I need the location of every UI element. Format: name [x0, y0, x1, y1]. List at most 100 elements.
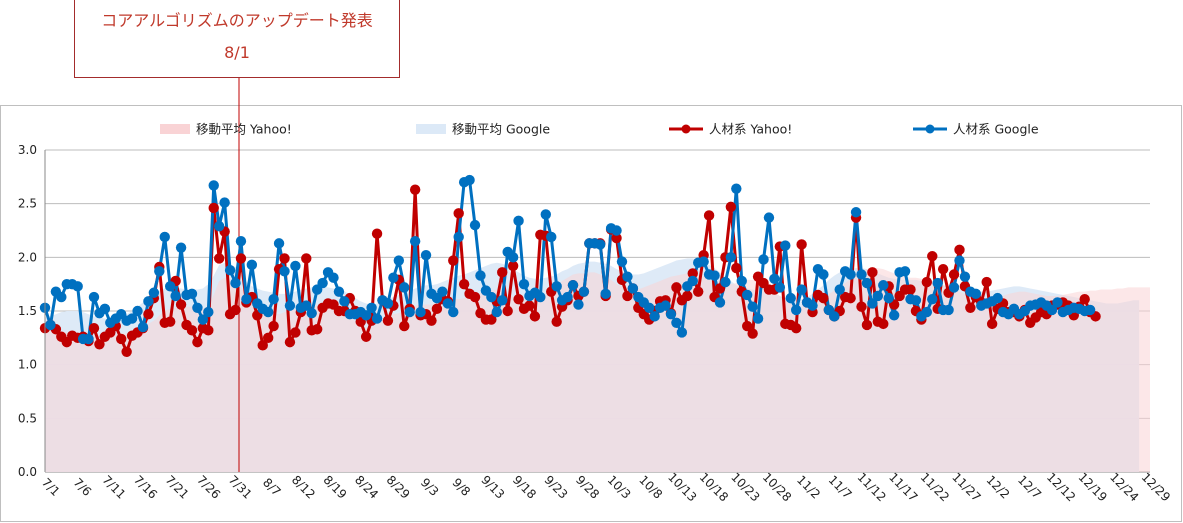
y-tick-label: 3.0: [18, 143, 37, 157]
data-point-google: [834, 284, 845, 295]
data-point-google: [535, 291, 546, 303]
data-point-google: [360, 310, 372, 321]
data-point-google: [616, 256, 628, 267]
data-point-google: [622, 271, 633, 282]
data-point-yahoo: [143, 309, 154, 320]
data-point-google: [507, 252, 519, 263]
data-point-yahoo: [1079, 293, 1090, 305]
data-point-google: [790, 304, 802, 316]
data-point-yahoo: [954, 244, 965, 256]
data-point-google: [845, 269, 856, 280]
data-point-google: [88, 291, 100, 303]
data-point-google: [878, 280, 889, 291]
data-point-google: [709, 270, 720, 281]
y-tick-label: 1.5: [18, 304, 37, 318]
data-point-google: [448, 306, 459, 318]
data-point-google: [224, 265, 236, 276]
data-point-yahoo: [687, 268, 698, 279]
data-point-google: [883, 292, 894, 304]
legend-swatch-moving-average-yahoo: [160, 124, 190, 134]
data-point-yahoo: [693, 286, 704, 297]
data-point-google: [148, 287, 160, 298]
data-point-yahoo: [399, 320, 410, 332]
data-point-google: [660, 300, 671, 311]
data-point-google: [698, 256, 709, 267]
y-tick-label: 1.0: [18, 358, 37, 372]
data-point-yahoo: [861, 319, 873, 331]
data-point-google: [186, 288, 198, 300]
data-point-yahoo: [921, 276, 933, 288]
data-point-google: [279, 266, 290, 277]
data-point-google: [393, 255, 405, 266]
data-point-google: [491, 306, 502, 318]
data-point-google: [954, 255, 965, 266]
data-point-google: [600, 288, 611, 300]
data-point-google: [1046, 304, 1058, 316]
data-point-google: [829, 311, 840, 322]
data-point-google: [333, 286, 345, 297]
data-point-yahoo: [116, 333, 127, 345]
legend-label-yahoo: 人材系 Yahoo!: [709, 122, 792, 137]
data-point-google: [551, 281, 562, 292]
data-point-google: [676, 327, 688, 338]
data-point-google: [948, 282, 960, 293]
data-point-yahoo: [235, 253, 247, 264]
data-point-yahoo: [731, 262, 742, 274]
data-point-google: [203, 306, 214, 318]
data-point-google: [1052, 297, 1063, 308]
data-point-google: [404, 306, 415, 318]
data-point-google: [290, 260, 301, 272]
legend: 移動平均 Yahoo! 移動平均 Google 人材系 Yahoo! 人材系 Goog…: [160, 122, 1039, 137]
data-point-google: [921, 306, 933, 318]
data-point-google: [442, 298, 454, 309]
data-point-yahoo: [175, 299, 187, 310]
data-point-google: [469, 219, 481, 231]
data-point-google: [241, 293, 252, 305]
data-point-google: [818, 269, 829, 280]
data-point-google: [518, 278, 530, 290]
data-point-yahoo: [790, 322, 802, 334]
data-point-yahoo: [703, 210, 715, 221]
data-point-google: [861, 277, 873, 289]
data-point-google: [741, 289, 753, 301]
data-point-google: [872, 290, 884, 302]
data-point-yahoo: [192, 336, 203, 348]
data-point-yahoo: [230, 304, 241, 316]
data-point-google: [164, 281, 176, 292]
data-point-google: [317, 277, 328, 289]
data-point-google: [388, 272, 399, 283]
data-point-yahoo: [311, 324, 323, 335]
data-point-yahoo: [845, 292, 856, 304]
data-point-google: [192, 302, 203, 313]
data-point-google: [665, 309, 677, 320]
data-point-google: [747, 301, 758, 312]
data-point-yahoo: [279, 253, 290, 264]
data-point-yahoo: [818, 292, 829, 304]
data-point-google: [154, 266, 165, 277]
data-point-google: [137, 321, 149, 333]
data-point-google: [273, 238, 285, 249]
y-tick-label: 2.5: [18, 197, 37, 211]
series-points: [39, 174, 1101, 357]
data-point-google: [415, 306, 426, 318]
data-point-google: [175, 242, 187, 253]
data-point-yahoo: [671, 282, 682, 293]
data-point-google: [246, 259, 258, 271]
data-point-google: [420, 249, 432, 261]
data-point-google: [486, 291, 497, 303]
data-point-yahoo: [257, 340, 268, 351]
data-point-google: [301, 300, 312, 311]
data-point-google: [573, 299, 584, 310]
data-point-google: [371, 313, 383, 324]
data-point-google: [208, 180, 219, 191]
data-point-google: [720, 276, 731, 288]
data-point-google: [464, 174, 475, 186]
data-point-google: [213, 221, 225, 232]
data-point-google: [306, 307, 317, 319]
data-point-google: [219, 197, 230, 208]
data-point-yahoo: [948, 269, 960, 280]
data-point-google: [99, 303, 111, 315]
data-point-yahoo: [409, 184, 421, 195]
data-point-yahoo: [937, 263, 949, 275]
data-point-yahoo: [513, 293, 524, 305]
